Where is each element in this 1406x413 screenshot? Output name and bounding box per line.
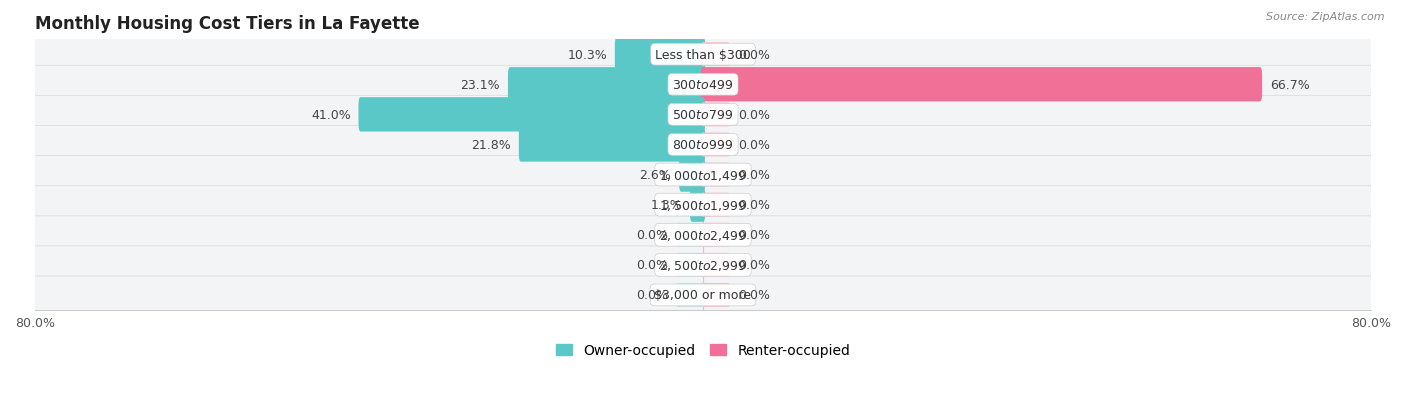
- Text: 0.0%: 0.0%: [738, 199, 770, 211]
- Text: 21.8%: 21.8%: [471, 139, 510, 152]
- FancyBboxPatch shape: [614, 38, 706, 72]
- FancyBboxPatch shape: [700, 68, 1263, 102]
- Legend: Owner-occupied, Renter-occupied: Owner-occupied, Renter-occupied: [550, 338, 856, 363]
- Text: 2.6%: 2.6%: [640, 169, 671, 182]
- Text: 10.3%: 10.3%: [567, 49, 607, 62]
- Text: 0.0%: 0.0%: [738, 109, 770, 121]
- Text: 0.0%: 0.0%: [636, 289, 668, 301]
- FancyBboxPatch shape: [702, 133, 730, 157]
- FancyBboxPatch shape: [25, 126, 1381, 164]
- FancyBboxPatch shape: [679, 158, 706, 192]
- FancyBboxPatch shape: [676, 253, 704, 277]
- Text: 1.3%: 1.3%: [651, 199, 682, 211]
- FancyBboxPatch shape: [508, 68, 706, 102]
- Text: $1,500 to $1,999: $1,500 to $1,999: [659, 198, 747, 212]
- FancyBboxPatch shape: [25, 66, 1381, 104]
- Text: 0.0%: 0.0%: [738, 259, 770, 272]
- Text: 0.0%: 0.0%: [636, 229, 668, 242]
- FancyBboxPatch shape: [359, 98, 706, 132]
- FancyBboxPatch shape: [25, 156, 1381, 194]
- Text: 23.1%: 23.1%: [461, 78, 501, 92]
- FancyBboxPatch shape: [690, 188, 706, 222]
- FancyBboxPatch shape: [25, 216, 1381, 254]
- Text: 0.0%: 0.0%: [738, 229, 770, 242]
- Text: 0.0%: 0.0%: [636, 259, 668, 272]
- FancyBboxPatch shape: [25, 96, 1381, 134]
- Text: $2,000 to $2,499: $2,000 to $2,499: [659, 228, 747, 242]
- FancyBboxPatch shape: [25, 246, 1381, 284]
- FancyBboxPatch shape: [702, 103, 730, 127]
- FancyBboxPatch shape: [676, 223, 704, 247]
- Text: Monthly Housing Cost Tiers in La Fayette: Monthly Housing Cost Tiers in La Fayette: [35, 15, 419, 33]
- Text: $500 to $799: $500 to $799: [672, 109, 734, 121]
- FancyBboxPatch shape: [702, 193, 730, 217]
- Text: 66.7%: 66.7%: [1270, 78, 1310, 92]
- Text: $300 to $499: $300 to $499: [672, 78, 734, 92]
- Text: $2,500 to $2,999: $2,500 to $2,999: [659, 258, 747, 272]
- Text: $1,000 to $1,499: $1,000 to $1,499: [659, 168, 747, 182]
- Text: 0.0%: 0.0%: [738, 289, 770, 301]
- FancyBboxPatch shape: [702, 163, 730, 187]
- Text: 41.0%: 41.0%: [311, 109, 350, 121]
- FancyBboxPatch shape: [702, 223, 730, 247]
- FancyBboxPatch shape: [25, 276, 1381, 314]
- FancyBboxPatch shape: [702, 253, 730, 277]
- FancyBboxPatch shape: [25, 36, 1381, 74]
- FancyBboxPatch shape: [702, 283, 730, 307]
- Text: 0.0%: 0.0%: [738, 139, 770, 152]
- Text: 0.0%: 0.0%: [738, 169, 770, 182]
- Text: $800 to $999: $800 to $999: [672, 139, 734, 152]
- FancyBboxPatch shape: [519, 128, 706, 162]
- FancyBboxPatch shape: [702, 43, 730, 67]
- Text: Source: ZipAtlas.com: Source: ZipAtlas.com: [1267, 12, 1385, 22]
- Text: 0.0%: 0.0%: [738, 49, 770, 62]
- Text: $3,000 or more: $3,000 or more: [655, 289, 751, 301]
- Text: Less than $300: Less than $300: [655, 49, 751, 62]
- FancyBboxPatch shape: [25, 186, 1381, 224]
- FancyBboxPatch shape: [676, 283, 704, 307]
